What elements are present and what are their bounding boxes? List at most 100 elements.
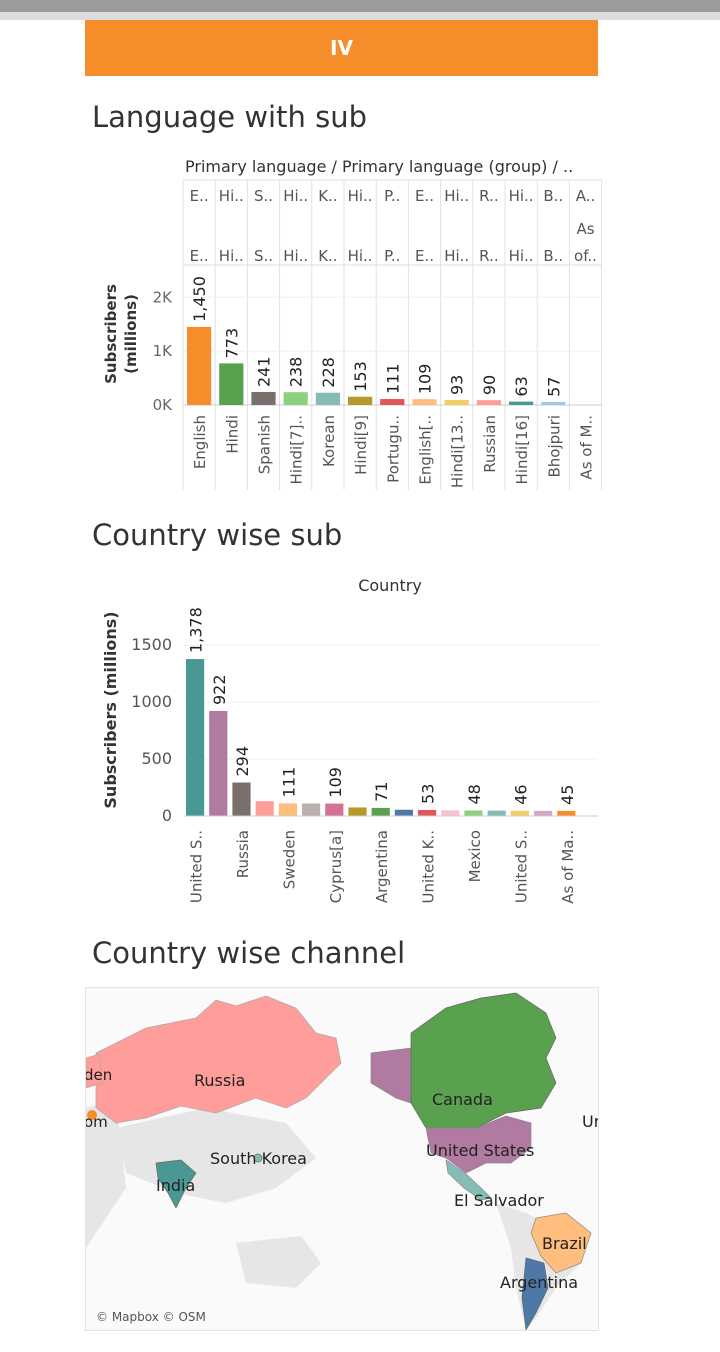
chart1-data-label: 109 [416, 364, 435, 395]
chart1-header-row3: E.. [190, 247, 209, 265]
chart1-y-tick: 1K [153, 342, 174, 360]
sweden-shape [86, 1053, 103, 1089]
section-title-country: Country wise sub [92, 518, 343, 552]
chart1-data-label: 238 [287, 357, 306, 388]
chart1-bar [283, 392, 308, 405]
chart2-bar [464, 810, 483, 816]
chart1-bar [251, 392, 276, 405]
chart1-header-row1: K.. [318, 187, 337, 205]
chart1-data-label: 57 [544, 377, 563, 397]
chart1-y-tick: 0K [153, 396, 174, 414]
chart2-x-tick: United K.. [420, 830, 438, 903]
chart1-header-row2: As [576, 220, 594, 238]
chart1-data-label: 90 [480, 375, 499, 395]
section-title-language: Language with sub [92, 100, 367, 134]
chart2-bar [441, 810, 460, 816]
alaska-shape [370, 1047, 412, 1104]
chart1-header-row3: R.. [479, 247, 498, 265]
map-label-united-states: United States [426, 1141, 534, 1160]
chart1-bar [412, 399, 437, 405]
language-bar-chart[interactable]: Primary language / Primary language (gro… [0, 150, 720, 500]
chart2-bar [557, 810, 576, 816]
chart1-bar [219, 363, 244, 405]
chart1-header-row1: Hi.. [444, 187, 469, 205]
chart2-bar [348, 807, 367, 816]
chart1-x-tick: Hindi[9] [352, 415, 370, 475]
south-korea-marker [253, 1153, 263, 1163]
map-label-russia: Russia [194, 1071, 245, 1090]
chart1-header-row3: Hi.. [219, 247, 244, 265]
dashboard-banner: IV [85, 20, 598, 76]
argentina-shape [521, 1257, 549, 1330]
chart1-header-row3: Hi.. [509, 247, 534, 265]
chart2-bar [302, 803, 321, 816]
chart2-x-tick: As of Ma.. [559, 830, 577, 904]
chart2-bar [418, 809, 437, 816]
chart2-y-tick: 0 [162, 806, 172, 825]
chart2-y-tick: 1500 [131, 635, 172, 654]
chart1-x-tick: Korean [320, 415, 338, 467]
chart1-data-label: 63 [512, 376, 531, 396]
land-australia [236, 1236, 321, 1288]
map-label-argentina: Argentina [500, 1273, 578, 1292]
chart1-header-row1: A.. [576, 187, 596, 205]
chart2-x-tick: United S.. [512, 830, 530, 903]
chart1-header-row1: Hi.. [509, 187, 534, 205]
chart2-data-label: 46 [511, 784, 530, 804]
chart1-header-row3: Hi.. [348, 247, 373, 265]
map-label-edge: Ur [582, 1112, 598, 1131]
chart1-header-row3: B.. [543, 247, 563, 265]
chart2-bar [371, 807, 390, 816]
map-label-brazil: Brazil [542, 1234, 587, 1253]
chart1-header-row1: E.. [190, 187, 209, 205]
chart1-header-row3: of.. [574, 247, 597, 265]
chart2-data-label: 922 [210, 674, 229, 705]
chart1-x-tick: Bhojpuri [545, 415, 563, 478]
chart1-data-label: 153 [351, 361, 370, 392]
chart2-y-axis-label: Subscribers (millions) [101, 611, 120, 808]
chart2-x-tick: Mexico [466, 830, 484, 882]
chart2-bar [510, 810, 529, 816]
chart2-data-label: 53 [419, 784, 438, 804]
brazil-shape [530, 1212, 592, 1274]
chart1-bar [315, 392, 340, 405]
chart1-x-tick: Russian [481, 415, 499, 473]
top-scroll-bar [0, 0, 720, 12]
map-label-south-korea: South Korea [210, 1149, 307, 1168]
country-bar-chart[interactable]: Country 1500 1000 500 0 Subscribers (millions… [0, 570, 720, 915]
map-label-uk: om [86, 1113, 108, 1131]
chart2-bar [394, 809, 413, 816]
banner-label: IV [330, 36, 353, 60]
chart2-x-tick: Cyprus[a] [327, 830, 345, 903]
chart2-data-label: 111 [279, 767, 298, 798]
mexico-shape [445, 1159, 492, 1201]
chart1-x-tick: Hindi[16] [513, 415, 531, 484]
chart2-data-label: 294 [233, 746, 252, 777]
chart2-bar [534, 810, 553, 816]
chart1-header-row1: Hi.. [219, 187, 244, 205]
map-label-el-salvador: El Salvador [454, 1191, 544, 1210]
chart1-header-row1: R.. [479, 187, 498, 205]
chart2-data-label: 45 [558, 785, 577, 805]
chart1-header-row3: Hi.. [444, 247, 469, 265]
chart2-x-tick: Sweden [280, 830, 298, 889]
chart1-y-axis-label: Subscribers (millions) [102, 284, 140, 384]
section-title-map: Country wise channel [92, 936, 406, 970]
chart2-bar [186, 659, 205, 816]
chart1-header-row3: E.. [415, 247, 434, 265]
chart2-bar [325, 803, 344, 816]
chart1-bar [187, 326, 212, 405]
map-label-india: India [156, 1176, 195, 1195]
chart2-x-tick: Argentina [373, 830, 391, 903]
chart1-bar [380, 399, 405, 405]
chart2-bar [278, 803, 297, 816]
country-map[interactable]: den om Russia Canada United States South… [85, 987, 599, 1331]
chart1-x-tick: Hindi [223, 415, 241, 454]
chart1-header-row1: B.. [543, 187, 563, 205]
chart1-data-label: 111 [383, 363, 402, 394]
top-scroll-track [0, 12, 720, 20]
chart1-header-row1: E.. [415, 187, 434, 205]
chart1-bar [444, 399, 469, 405]
chart1-x-tick: Hindi[7].. [288, 415, 306, 484]
map-attribution: © Mapbox © OSM [96, 1310, 206, 1324]
